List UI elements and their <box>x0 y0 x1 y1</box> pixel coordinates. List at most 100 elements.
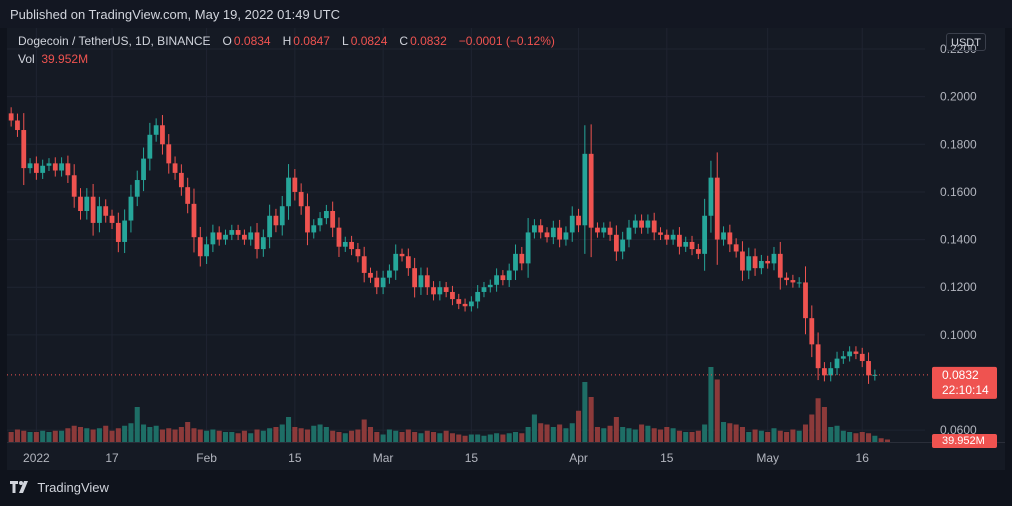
candle-body <box>601 227 607 233</box>
volume-bar <box>27 432 33 442</box>
volume-bar <box>544 424 550 442</box>
candle-body <box>664 234 670 240</box>
volume-bar <box>424 430 430 442</box>
candle-body <box>216 232 222 240</box>
low-label: L <box>342 34 349 48</box>
volume-bar <box>59 430 65 442</box>
volume-bar <box>670 428 676 442</box>
candle-body <box>639 220 644 228</box>
volume-bar <box>122 425 128 442</box>
volume-bar <box>809 414 815 442</box>
volume-bar <box>336 432 342 442</box>
volume-bar <box>802 424 809 442</box>
volume-bar <box>859 432 865 442</box>
currency-unit-button[interactable]: USDT <box>946 33 986 51</box>
volume-bar <box>847 432 853 442</box>
candle-body <box>443 287 449 292</box>
candle-body <box>197 237 203 257</box>
symbol-pair[interactable]: Dogecoin / TetherUS, 1D, BINANCE <box>18 34 211 48</box>
candle-body <box>872 374 878 376</box>
published-caption: Published on TradingView.com, May 19, 20… <box>10 7 341 22</box>
volume-bar <box>241 430 247 442</box>
candle-body <box>714 177 720 240</box>
volume-bar <box>254 429 260 442</box>
volume-bar <box>267 428 273 442</box>
candle-body <box>305 206 310 233</box>
candle-body <box>260 237 266 250</box>
candle-body <box>33 163 39 173</box>
volume-bar <box>620 427 626 442</box>
volume-bar <box>878 438 884 442</box>
candle-body <box>777 253 783 278</box>
volume-bar <box>96 428 102 442</box>
volume-bar <box>380 434 386 442</box>
volume-bar <box>71 425 77 442</box>
volume-bar <box>569 423 575 442</box>
candle-body <box>758 261 764 269</box>
candle-body <box>557 227 563 240</box>
candle-body <box>59 163 64 171</box>
volume-bar <box>185 422 191 442</box>
footer-brand[interactable]: TradingView <box>10 480 109 496</box>
volume-bar <box>342 433 348 442</box>
candle-body <box>803 282 808 319</box>
candle-body <box>128 196 134 221</box>
candle-body <box>267 215 273 238</box>
candle-body <box>595 227 600 233</box>
y-tick-label: 0.2000 <box>940 90 977 104</box>
volume-bar <box>172 429 178 442</box>
candle-body <box>702 215 708 254</box>
volume-legend[interactable]: Vol 39.952M <box>18 52 88 66</box>
volume-bar <box>506 433 512 442</box>
candle-body <box>185 187 191 204</box>
close-label: C <box>399 34 409 48</box>
volume-bar <box>594 427 600 442</box>
candle-body <box>8 113 14 121</box>
candle-body <box>178 172 184 188</box>
candle-body <box>399 253 405 257</box>
x-tick-label: 15 <box>465 451 479 465</box>
candle-body <box>500 275 506 281</box>
candle-body <box>52 163 58 171</box>
volume-bar <box>695 430 701 442</box>
candle-body <box>677 234 682 247</box>
candle-body <box>752 256 758 269</box>
low-value: 0.0824 <box>350 34 388 48</box>
close-value: 0.0832 <box>410 34 447 48</box>
candle-body <box>538 225 544 233</box>
candle-body <box>519 253 525 264</box>
volume-bar <box>260 430 266 442</box>
volume-tag-value: 39.952M <box>942 435 985 447</box>
volume-tag <box>932 434 997 448</box>
x-tick-label: 16 <box>856 451 870 465</box>
volume-bar <box>475 434 481 442</box>
volume-bar <box>601 428 607 442</box>
x-tick-label: May <box>756 451 779 465</box>
volume-bar <box>33 432 39 442</box>
candle-body <box>342 241 348 247</box>
volume-bar <box>639 424 645 442</box>
volume-bar <box>676 430 682 442</box>
volume-bar <box>273 427 279 442</box>
candle-body <box>380 277 386 288</box>
volume-bar <box>437 433 443 442</box>
candle-body <box>71 175 77 197</box>
candle-body <box>292 177 298 192</box>
volume-bar <box>626 428 632 442</box>
candle-body <box>544 232 550 238</box>
symbol-legend[interactable]: Dogecoin / TetherUS, 1D, BINANCE O 0.0834… <box>18 34 557 48</box>
volume-bar <box>418 433 424 442</box>
chart-panel[interactable] <box>7 28 1005 470</box>
candle-body <box>191 203 197 238</box>
volume-bar <box>191 428 197 442</box>
candle-body <box>456 299 462 304</box>
top-bar: Published on TradingView.com, May 19, 20… <box>0 0 1012 28</box>
candle-body <box>103 206 109 216</box>
volume-bar <box>141 424 147 442</box>
candle-body <box>84 196 90 211</box>
volume-label: Vol <box>18 52 35 66</box>
tradingview-logo-icon <box>10 481 30 496</box>
volume-bar <box>197 429 203 442</box>
last-price-value: 0.0832 <box>942 368 979 382</box>
